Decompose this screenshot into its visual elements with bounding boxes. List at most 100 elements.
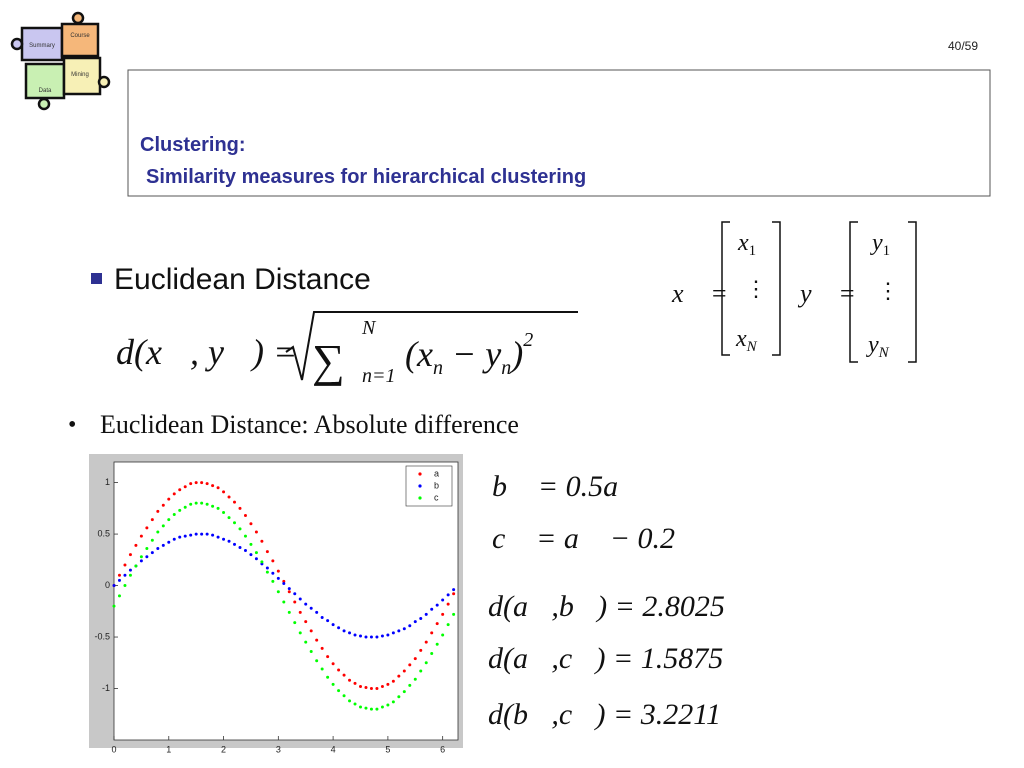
point	[397, 695, 401, 699]
point	[238, 527, 242, 531]
entry: y	[866, 332, 879, 358]
puzzle-tab	[37, 97, 51, 111]
vector-dots: ⋮	[877, 278, 899, 303]
point	[380, 705, 384, 709]
point	[430, 652, 434, 656]
point	[287, 590, 291, 594]
point	[183, 485, 187, 489]
legend-swatch	[418, 472, 422, 476]
x-tick-label: 6	[440, 744, 445, 754]
entry: y	[870, 230, 883, 256]
point	[276, 576, 280, 580]
vector-entry: y1	[870, 230, 890, 259]
point	[260, 562, 264, 566]
point	[441, 598, 445, 602]
point	[452, 592, 456, 596]
point	[254, 551, 258, 555]
y-tick-label: -1	[102, 683, 110, 693]
point	[309, 649, 313, 653]
point	[238, 506, 242, 510]
subscript: 1	[883, 243, 891, 259]
point	[446, 623, 450, 627]
point	[134, 564, 138, 568]
point	[128, 568, 132, 572]
point	[145, 546, 149, 550]
point	[413, 620, 417, 624]
superscript: 2	[523, 329, 533, 351]
point	[353, 702, 357, 706]
point	[331, 682, 335, 686]
point	[315, 638, 319, 642]
point	[413, 657, 417, 661]
point	[342, 629, 346, 633]
y-tick-label: -0.5	[94, 631, 110, 641]
point	[424, 612, 428, 616]
sum-upper: N	[361, 317, 377, 339]
point	[139, 559, 143, 563]
x-tick-label: 5	[385, 744, 390, 754]
sum-lower: n=1	[362, 365, 396, 387]
point	[117, 578, 121, 582]
point	[227, 495, 231, 499]
equation: b⃗ = 0.5a⃗	[492, 470, 641, 503]
point	[172, 513, 176, 517]
point	[353, 681, 357, 685]
point	[211, 484, 215, 488]
point	[446, 593, 450, 597]
x-tick-label: 2	[221, 744, 226, 754]
sqrt-sign	[285, 311, 578, 381]
point	[435, 642, 439, 646]
point	[178, 508, 182, 512]
y-tick-label: 0	[105, 580, 110, 590]
point	[238, 545, 242, 549]
point	[287, 587, 291, 591]
point	[348, 699, 352, 703]
point	[380, 634, 384, 638]
point	[386, 703, 390, 707]
section-heading: Euclidean Distance	[114, 263, 371, 296]
point	[452, 588, 456, 592]
point	[161, 503, 165, 507]
point	[331, 623, 335, 627]
point	[304, 640, 308, 644]
point	[364, 635, 368, 639]
puzzle-tab	[71, 11, 85, 25]
point	[205, 532, 209, 536]
point	[430, 607, 434, 611]
point	[156, 509, 160, 513]
point	[243, 534, 247, 538]
bullet-square	[91, 273, 102, 284]
point	[249, 542, 253, 546]
point	[123, 563, 127, 567]
point	[369, 687, 373, 691]
point	[391, 679, 395, 683]
point	[200, 532, 204, 536]
title-box	[127, 69, 991, 197]
point	[123, 584, 127, 588]
point	[178, 535, 182, 539]
point	[260, 560, 264, 564]
point	[304, 620, 308, 624]
vector-entry: x1	[737, 230, 756, 259]
point	[309, 629, 313, 633]
logo-label: Data	[39, 88, 52, 94]
point	[320, 615, 324, 619]
point	[298, 610, 302, 614]
plot-area	[113, 461, 459, 741]
point	[271, 571, 275, 575]
point	[446, 602, 450, 606]
equation: d(a⃗,b⃗) = 2.8025	[488, 590, 725, 623]
term-part: − y	[443, 334, 501, 374]
point	[243, 549, 247, 553]
point	[222, 490, 226, 494]
point	[413, 677, 417, 681]
point	[293, 621, 297, 625]
logo-label: Summary	[29, 43, 55, 49]
point	[200, 501, 204, 505]
point	[342, 673, 346, 677]
point	[419, 669, 423, 673]
point	[227, 516, 231, 520]
point	[167, 497, 171, 501]
vectors: x⃗ = x1 ⋮ xN y⃗ = y1 ⋮ yN	[671, 221, 917, 363]
point	[358, 705, 362, 709]
